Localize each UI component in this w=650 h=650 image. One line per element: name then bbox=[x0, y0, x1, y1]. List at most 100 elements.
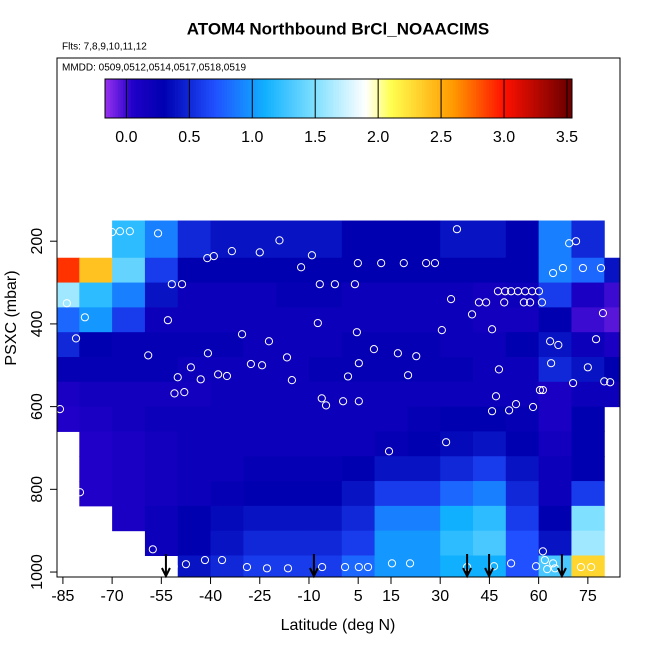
x-tick-label: 15 bbox=[382, 588, 400, 605]
heat-cell bbox=[79, 282, 113, 308]
x-tick-label: -25 bbox=[248, 588, 271, 605]
colorbar-swatch bbox=[278, 79, 282, 118]
heat-cell bbox=[112, 381, 146, 408]
heat-cell bbox=[79, 220, 113, 259]
colorbar-swatch bbox=[367, 79, 371, 118]
sample-point bbox=[80, 313, 89, 322]
x-tick-label: 45 bbox=[481, 588, 499, 605]
colorbar-swatch bbox=[224, 79, 228, 118]
heat-cell bbox=[210, 555, 244, 577]
colorbar-swatch bbox=[299, 79, 303, 118]
colorbar-swatch bbox=[499, 79, 503, 118]
colorbar-swatch bbox=[512, 79, 516, 118]
heat-cell bbox=[440, 257, 474, 284]
colorbar-swatch bbox=[284, 79, 288, 118]
heat-cell bbox=[473, 307, 507, 333]
arrow bbox=[484, 554, 494, 579]
colorbar-swatch bbox=[527, 79, 531, 118]
heat-cell bbox=[374, 356, 408, 383]
x-tick-label: -10 bbox=[297, 588, 320, 605]
heat-cell bbox=[210, 307, 244, 333]
heat-cell bbox=[341, 332, 376, 358]
colorbar-swatch bbox=[548, 79, 552, 118]
heat-cell bbox=[144, 307, 179, 333]
sample-point bbox=[200, 555, 210, 565]
heat-cell bbox=[473, 257, 507, 284]
colorbar-swatch bbox=[444, 79, 448, 118]
heat-cell bbox=[276, 530, 310, 556]
heat-cell bbox=[177, 406, 212, 432]
heat-cell bbox=[112, 481, 146, 507]
colorbar-swatch bbox=[309, 79, 313, 118]
colorbar-tick-label: 1.0 bbox=[241, 129, 263, 146]
sample-point bbox=[343, 372, 353, 381]
x-tick-label: -85 bbox=[51, 588, 74, 605]
heat-cell bbox=[308, 530, 343, 556]
heat-cell bbox=[473, 356, 507, 383]
plot-frame bbox=[56, 57, 621, 578]
colorbar-swatch bbox=[289, 79, 293, 118]
heat-cell bbox=[407, 406, 441, 432]
heat-cell bbox=[374, 555, 408, 577]
heat-cell bbox=[243, 282, 277, 308]
heat-cell bbox=[407, 356, 441, 383]
colorbar-swatch bbox=[517, 79, 521, 118]
heat-cell bbox=[440, 431, 474, 457]
heat-cell bbox=[505, 356, 540, 383]
annotation: MMDD: 0509,0512,0514,0517,0518,0519 bbox=[62, 63, 246, 74]
heat-cell bbox=[308, 406, 343, 432]
sample-point bbox=[437, 326, 446, 335]
heat-cell bbox=[538, 530, 572, 556]
colorbar-swatch bbox=[434, 79, 438, 118]
sample-point bbox=[543, 565, 552, 574]
heat-cell bbox=[79, 307, 113, 333]
sample-point bbox=[167, 280, 176, 289]
heat-cell bbox=[79, 356, 113, 383]
heat-cell bbox=[473, 431, 507, 457]
sample-point bbox=[506, 559, 516, 568]
heat-cell bbox=[571, 481, 605, 507]
colorbar-swatch bbox=[260, 79, 264, 118]
heat-cell bbox=[308, 356, 343, 383]
heat-cell bbox=[308, 505, 343, 532]
y-tick-label: 1000 bbox=[29, 554, 46, 590]
heat-cell bbox=[407, 220, 441, 259]
colorbar-swatch bbox=[405, 79, 409, 118]
heat-cell bbox=[341, 282, 376, 308]
sample-point bbox=[501, 287, 510, 296]
heat-cell bbox=[538, 431, 572, 457]
heat-cell bbox=[505, 481, 540, 507]
heat-cell bbox=[440, 456, 474, 482]
colorbar-swatch bbox=[213, 79, 217, 118]
heat-cell bbox=[177, 307, 212, 333]
sample-point bbox=[547, 359, 556, 368]
sample-point bbox=[421, 259, 431, 268]
heat-cell bbox=[538, 356, 572, 383]
sample-point bbox=[489, 562, 499, 571]
heat-cell bbox=[79, 431, 113, 457]
heat-cell bbox=[57, 406, 80, 432]
heat-cell bbox=[57, 381, 80, 408]
sample-point bbox=[531, 562, 541, 571]
heat-cell bbox=[308, 381, 343, 408]
colorbar-swatch bbox=[488, 79, 492, 118]
heat-cell bbox=[144, 332, 179, 358]
sample-point bbox=[170, 389, 179, 398]
heat-cell bbox=[79, 456, 113, 482]
arrow bbox=[161, 554, 171, 579]
colorbar-swatch bbox=[372, 79, 376, 118]
colorbar-tick-label: 2.0 bbox=[367, 129, 389, 146]
colorbar-swatch bbox=[169, 79, 173, 118]
colorbar-swatch bbox=[203, 79, 207, 118]
colorbar-swatch bbox=[442, 79, 446, 118]
heat-cell bbox=[144, 431, 179, 457]
colorbar-swatch bbox=[182, 79, 186, 118]
colorbar-swatch bbox=[120, 79, 124, 118]
colorbar-swatch bbox=[268, 79, 272, 118]
colorbar-swatch bbox=[354, 79, 358, 118]
colorbar-swatch bbox=[390, 79, 394, 118]
colorbar-swatch bbox=[276, 79, 280, 118]
sample-point bbox=[307, 251, 317, 260]
sample-point bbox=[606, 378, 615, 387]
heat-cell bbox=[374, 332, 408, 358]
